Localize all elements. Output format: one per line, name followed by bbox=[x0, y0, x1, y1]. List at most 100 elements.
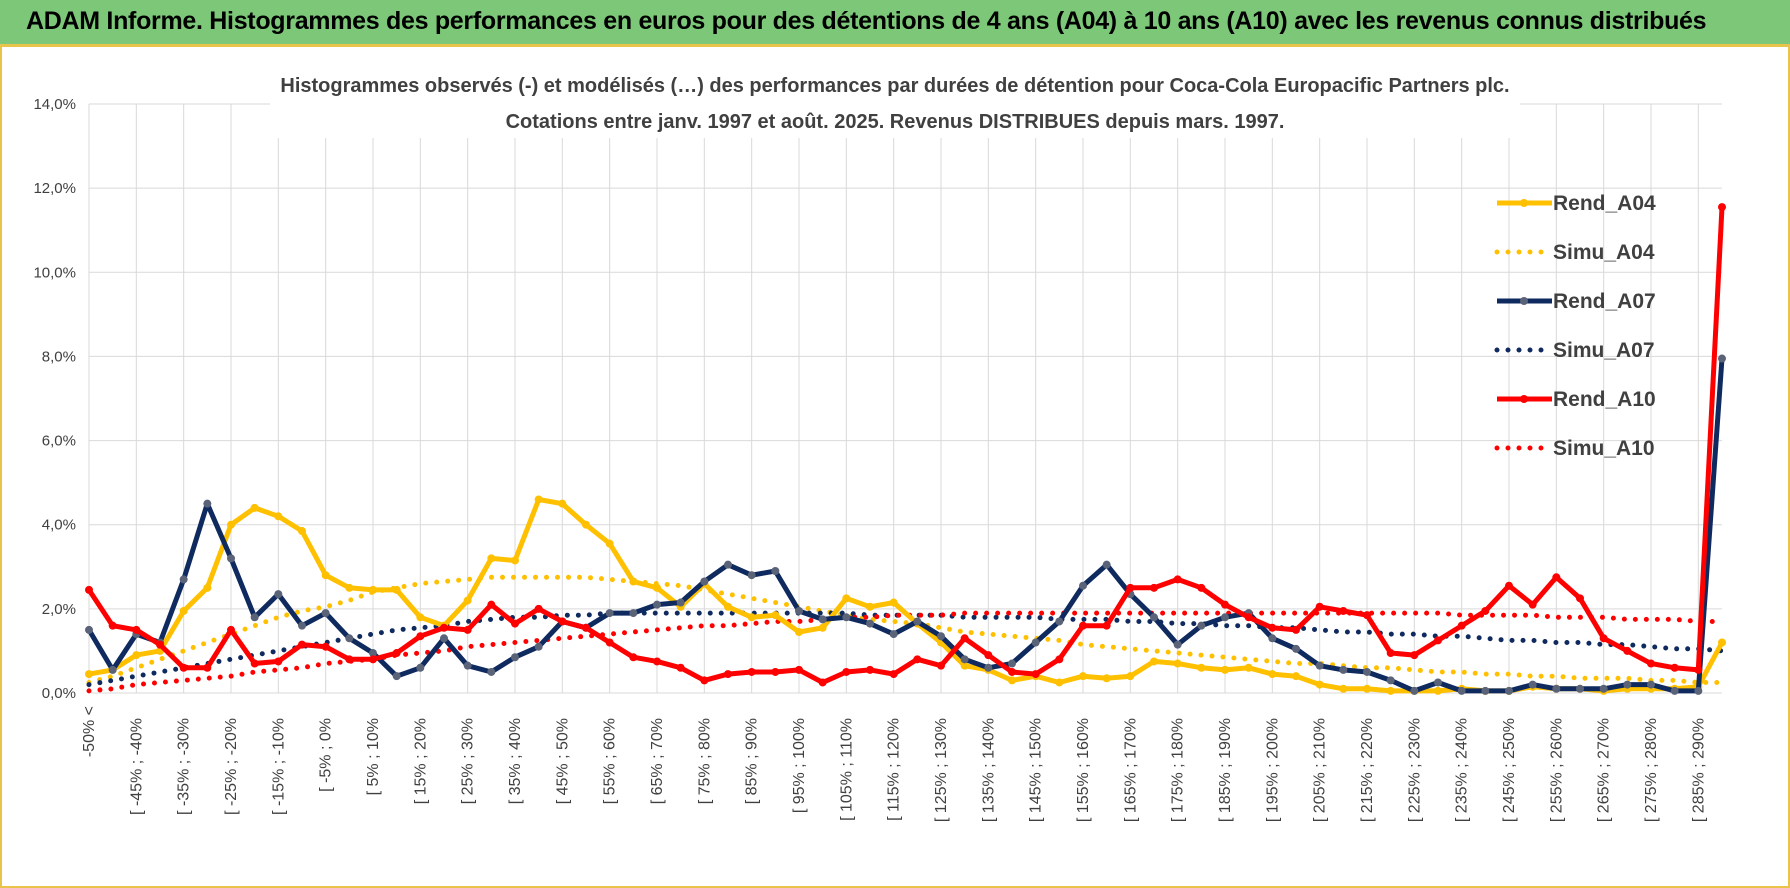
x-tick-label: [ 205% ; 210% bbox=[1312, 718, 1329, 822]
data-point-rend-a07 bbox=[1718, 354, 1726, 363]
x-tick-label: [ 85% ; 90% bbox=[744, 718, 761, 804]
data-point-rend-a10 bbox=[345, 655, 354, 664]
data-point-rend-a07 bbox=[250, 613, 259, 622]
data-point-rend-a07 bbox=[1505, 686, 1513, 695]
x-tick-label: [ 245% ; 250% bbox=[1501, 718, 1518, 822]
data-point-rend-a10 bbox=[1055, 655, 1064, 664]
data-point-rend-a10 bbox=[558, 617, 567, 626]
legend-marker-rend-a07 bbox=[1520, 297, 1528, 305]
data-point-rend-a04 bbox=[1292, 672, 1300, 681]
data-point-rend-a07 bbox=[866, 619, 874, 628]
data-point-rend-a07 bbox=[724, 560, 732, 569]
data-point-rend-a07 bbox=[1150, 613, 1158, 622]
data-point-rend-a07 bbox=[1363, 667, 1371, 676]
data-point-rend-a07 bbox=[1670, 686, 1679, 695]
y-tick-label: 8,0% bbox=[42, 348, 76, 365]
data-point-rend-a07 bbox=[747, 571, 756, 580]
x-tick-label: [ 95% ; 100% bbox=[791, 718, 808, 813]
data-point-rend-a10 bbox=[1576, 594, 1584, 603]
series-line-rend-a10 bbox=[86, 206, 1725, 685]
data-point-rend-a07 bbox=[1221, 613, 1229, 622]
data-point-rend-a07 bbox=[487, 667, 496, 676]
data-point-rend-a07 bbox=[1315, 661, 1324, 670]
data-point-rend-a04 bbox=[653, 583, 661, 592]
data-point-rend-a10 bbox=[605, 638, 614, 647]
data-point-rend-a04 bbox=[842, 594, 851, 603]
data-point-rend-a04 bbox=[1197, 663, 1206, 672]
data-point-rend-a04 bbox=[582, 520, 590, 529]
series-line-rend-a04 bbox=[88, 497, 1725, 694]
data-point-rend-a07 bbox=[960, 655, 969, 664]
x-tick-label: [ 55% ; 60% bbox=[602, 718, 619, 804]
x-tick-label: [ 215% ; 220% bbox=[1359, 718, 1376, 822]
data-point-rend-a07 bbox=[1623, 680, 1632, 689]
data-point-rend-a10 bbox=[534, 604, 543, 613]
data-point-rend-a10 bbox=[1647, 659, 1655, 668]
data-point-rend-a04 bbox=[1055, 678, 1064, 687]
data-point-rend-a10 bbox=[913, 655, 922, 664]
data-point-rend-a10 bbox=[1008, 667, 1016, 676]
data-point-rend-a07 bbox=[511, 653, 519, 662]
data-point-rend-a04 bbox=[1244, 663, 1253, 672]
data-point-rend-a10 bbox=[1552, 573, 1561, 582]
data-point-rend-a10 bbox=[582, 623, 590, 632]
data-point-rend-a04 bbox=[463, 596, 472, 605]
data-point-rend-a07 bbox=[1694, 686, 1703, 695]
data-point-rend-a10 bbox=[1315, 602, 1324, 611]
x-tick-label: [ 115% ; 120% bbox=[886, 718, 903, 821]
data-point-rend-a10 bbox=[179, 663, 188, 672]
legend-marker-rend-a04 bbox=[1520, 199, 1528, 207]
data-point-rend-a07 bbox=[1079, 581, 1087, 590]
data-point-rend-a04 bbox=[1150, 657, 1158, 666]
data-point-rend-a04 bbox=[747, 613, 756, 622]
data-point-rend-a07 bbox=[700, 577, 709, 586]
gridlines bbox=[88, 103, 1722, 694]
y-tick-label: 2,0% bbox=[42, 601, 76, 618]
x-tick-label: [ 105% ; 110% bbox=[838, 718, 855, 821]
data-point-rend-a04 bbox=[1434, 686, 1442, 695]
data-point-rend-a07 bbox=[534, 642, 543, 651]
data-point-rend-a10 bbox=[1102, 621, 1111, 630]
x-tick-label: [ 265% ; 270% bbox=[1596, 718, 1613, 822]
page-title: ADAM Informe. Histogrammes des performan… bbox=[26, 7, 1707, 35]
data-point-rend-a07 bbox=[321, 609, 330, 618]
data-point-rend-a04 bbox=[960, 661, 969, 670]
data-point-rend-a07 bbox=[937, 632, 945, 641]
data-point-rend-a04 bbox=[629, 577, 638, 586]
series-line-simu-a07 bbox=[86, 610, 1725, 688]
data-point-rend-a07 bbox=[1339, 665, 1348, 674]
data-point-rend-a04 bbox=[1363, 684, 1371, 693]
data-point-rend-a04 bbox=[605, 539, 614, 548]
data-point-rend-a07 bbox=[676, 598, 685, 607]
x-tick-label: [ 135% ; 140% bbox=[980, 718, 997, 822]
x-tick-label: [ 45% ; 50% bbox=[554, 718, 571, 804]
legend-label-rend-a04: Rend_A04 bbox=[1553, 192, 1656, 215]
data-point-rend-a04 bbox=[321, 571, 330, 580]
data-point-rend-a10 bbox=[937, 661, 945, 670]
data-point-rend-a10 bbox=[85, 585, 93, 594]
data-point-rend-a07 bbox=[108, 665, 117, 674]
data-point-rend-a10 bbox=[321, 642, 330, 651]
data-point-rend-a10 bbox=[960, 634, 969, 643]
data-point-rend-a07 bbox=[440, 634, 448, 643]
data-point-rend-a04 bbox=[1102, 674, 1111, 683]
x-tick-label: [ -45% ; -40% bbox=[128, 718, 145, 815]
data-point-rend-a10 bbox=[700, 676, 709, 685]
data-point-rend-a10 bbox=[392, 649, 401, 658]
data-point-rend-a10 bbox=[250, 659, 259, 668]
data-point-rend-a10 bbox=[1031, 670, 1040, 679]
data-point-rend-a07 bbox=[889, 630, 898, 639]
data-point-rend-a07 bbox=[1647, 680, 1655, 689]
y-tick-label: 10,0% bbox=[33, 264, 76, 281]
data-point-rend-a04 bbox=[511, 556, 519, 565]
data-point-rend-a07 bbox=[1031, 638, 1040, 647]
legend: Rend_A04 Simu_A04 Rend_A07 Simu_A07 Rend_A10… bbox=[1494, 192, 1656, 460]
data-point-rend-a10 bbox=[369, 655, 377, 664]
x-tick-label: [ 185% ; 190% bbox=[1217, 718, 1234, 822]
legend-label-simu-a10: Simu_A10 bbox=[1553, 437, 1655, 460]
data-point-rend-a10 bbox=[298, 640, 306, 649]
data-point-rend-a10 bbox=[1505, 581, 1513, 590]
data-point-rend-a07 bbox=[1576, 684, 1584, 693]
data-point-rend-a10 bbox=[487, 600, 496, 609]
